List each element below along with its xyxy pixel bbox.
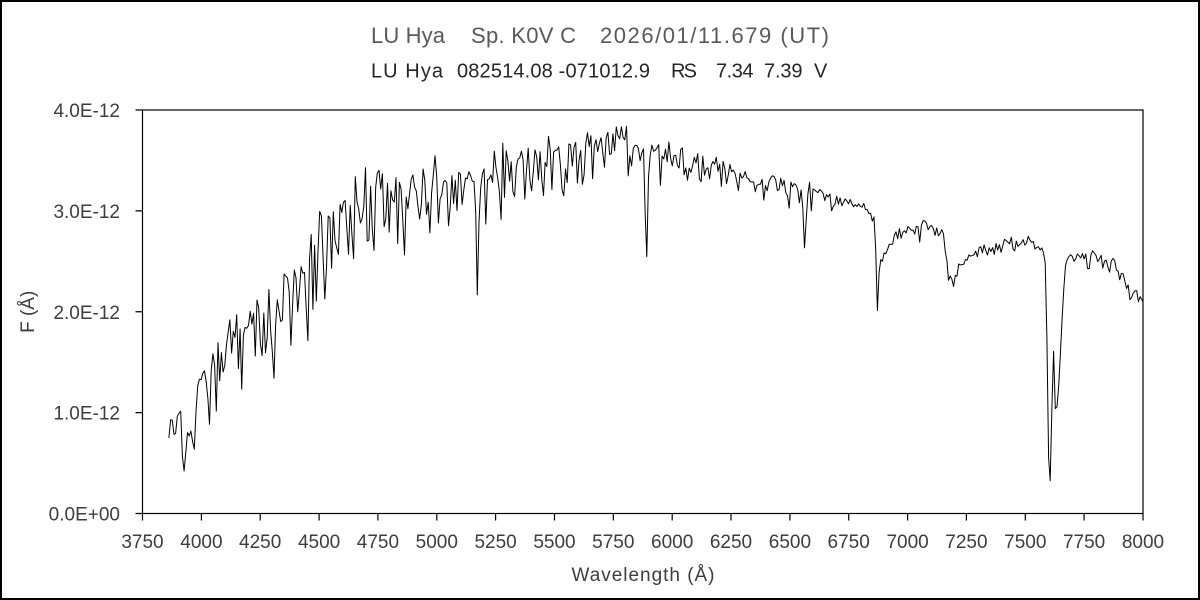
svg-text:4750: 4750 <box>357 532 399 553</box>
svg-text:1.0E-12: 1.0E-12 <box>53 404 120 425</box>
svg-text:5750: 5750 <box>592 532 634 553</box>
svg-text:4250: 4250 <box>239 532 281 553</box>
svg-text:LU Hya: LU Hya <box>371 61 444 83</box>
svg-text:8000: 8000 <box>1122 532 1164 553</box>
svg-text:4000: 4000 <box>180 532 222 553</box>
svg-text:7.39: 7.39 <box>764 61 803 83</box>
svg-text:5000: 5000 <box>416 532 458 553</box>
svg-text:0.0E+00: 0.0E+00 <box>49 505 120 526</box>
svg-text:V: V <box>814 61 828 83</box>
svg-text:6000: 6000 <box>651 532 693 553</box>
svg-text:RS: RS <box>671 61 697 83</box>
svg-text:3.0E-12: 3.0E-12 <box>53 202 120 223</box>
svg-text:5250: 5250 <box>474 532 516 553</box>
svg-text:4500: 4500 <box>298 532 340 553</box>
svg-text:6250: 6250 <box>710 532 752 553</box>
svg-text:F (Å): F (Å) <box>18 291 39 333</box>
svg-text:7.34: 7.34 <box>716 61 754 83</box>
svg-text:Wavelength (Å): Wavelength (Å) <box>572 565 715 586</box>
svg-text:3750: 3750 <box>121 532 163 553</box>
svg-text:2.0E-12: 2.0E-12 <box>53 303 120 324</box>
svg-text:7250: 7250 <box>945 532 987 553</box>
svg-text:6750: 6750 <box>828 532 870 553</box>
svg-text:6500: 6500 <box>769 532 811 553</box>
svg-text:7500: 7500 <box>1004 532 1046 553</box>
svg-text:7000: 7000 <box>886 532 928 553</box>
svg-text:5500: 5500 <box>533 532 575 553</box>
svg-text:LU Hya: LU Hya <box>371 23 446 48</box>
svg-text:Sp. K0V C: Sp. K0V C <box>471 23 576 48</box>
svg-text:082514.08 -071012.9: 082514.08 -071012.9 <box>457 61 650 83</box>
svg-text:7750: 7750 <box>1063 532 1105 553</box>
svg-text:2026/01/11.679 (UT): 2026/01/11.679 (UT) <box>600 23 829 48</box>
svg-text:4.0E-12: 4.0E-12 <box>53 101 120 122</box>
